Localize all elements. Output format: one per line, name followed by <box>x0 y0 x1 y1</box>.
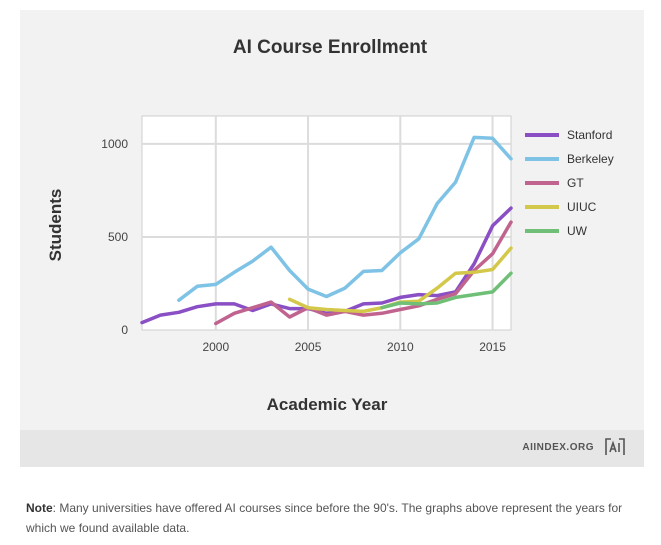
source-link[interactable]: AIINDEX.ORG <box>522 442 594 453</box>
note-body: : Many universities have offered AI cour… <box>26 501 623 535</box>
footer-bar: AIINDEX.ORG <box>20 430 644 467</box>
chart-title: AI Course Enrollment <box>233 37 428 58</box>
x-tick-label: 2000 <box>202 340 229 354</box>
x-tick-label: 2005 <box>295 340 322 354</box>
series-line-gt <box>214 220 513 326</box>
legend-label-berkeley: Berkeley <box>567 152 614 166</box>
series-line-uw <box>380 271 513 310</box>
y-tick-label: 1000 <box>101 137 128 151</box>
y-tick-label: 0 <box>121 323 128 337</box>
grid-lines <box>142 116 511 330</box>
x-tick-label: 2010 <box>387 340 414 354</box>
enrollment-line-chart: AI Course Enrollment 2000 2005 2010 2015 0 50… <box>46 37 614 414</box>
series-lines <box>140 135 513 326</box>
note-text: Note: Many universities have offered AI … <box>26 498 646 538</box>
legend-label-uw: UW <box>567 224 588 238</box>
axis-ticks: 2000 2005 2010 2015 0 500 1000 <box>101 137 506 354</box>
legend: Stanford Berkeley GT UIUC UW <box>525 128 614 238</box>
x-tick-label: 2015 <box>479 340 506 354</box>
legend-label-gt: GT <box>567 176 584 190</box>
ai-index-logo-icon <box>605 438 625 455</box>
y-tick-label: 500 <box>108 230 128 244</box>
y-axis-label: Students <box>46 189 65 262</box>
note-label: Note <box>26 501 53 515</box>
legend-label-stanford: Stanford <box>567 128 612 142</box>
legend-label-uiuc: UIUC <box>567 200 597 214</box>
series-line-berkeley <box>177 135 513 302</box>
x-axis-label: Academic Year <box>267 395 388 414</box>
